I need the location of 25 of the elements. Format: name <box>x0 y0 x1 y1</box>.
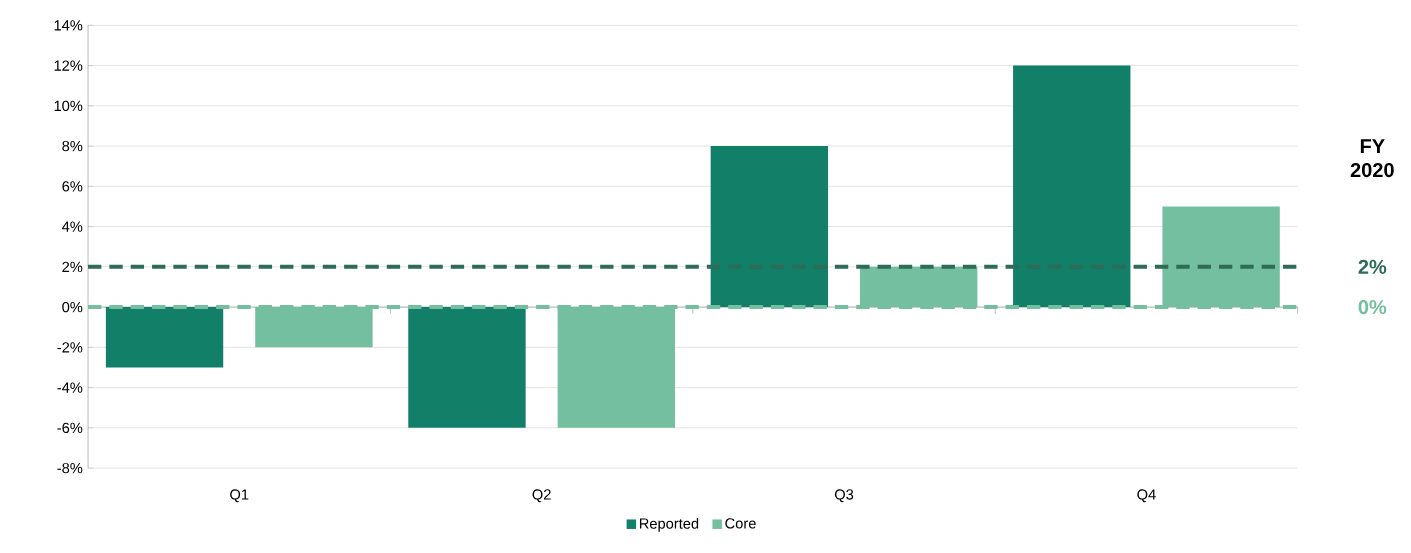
text: FY 2020 <box>1350 138 1394 177</box>
legend-label: Core <box>725 517 756 529</box>
x-tick-label: Q2 <box>532 489 551 503</box>
y-tick-label: 10% <box>54 100 83 111</box>
x-tick-label: Q4 <box>1137 489 1156 503</box>
bar <box>1013 65 1131 307</box>
ref-line-label: 0% <box>1358 299 1387 314</box>
y-tick-label: 14% <box>54 20 83 31</box>
y-tick-label: -6% <box>57 422 83 433</box>
legend-label: Reported <box>639 517 699 532</box>
y-tick-label: 2% <box>62 261 83 272</box>
y-tick-label: 6% <box>62 180 83 192</box>
x-tick-label: Q3 <box>834 489 854 503</box>
y-tick-label: -2% <box>57 341 83 353</box>
y-tick-label: 4% <box>62 221 83 232</box>
ref-line-label: 2% <box>1358 259 1387 274</box>
x-tick-label: Q1 <box>230 489 249 503</box>
y-tick-label: 8% <box>62 140 83 152</box>
y-tick-label: -8% <box>57 462 83 474</box>
bar <box>408 306 526 428</box>
bar <box>105 306 224 368</box>
bar <box>710 145 829 307</box>
y-tick-label: 0% <box>62 301 83 313</box>
y-tick-label: -4% <box>57 382 83 393</box>
y-tick-label: 12% <box>54 60 83 71</box>
